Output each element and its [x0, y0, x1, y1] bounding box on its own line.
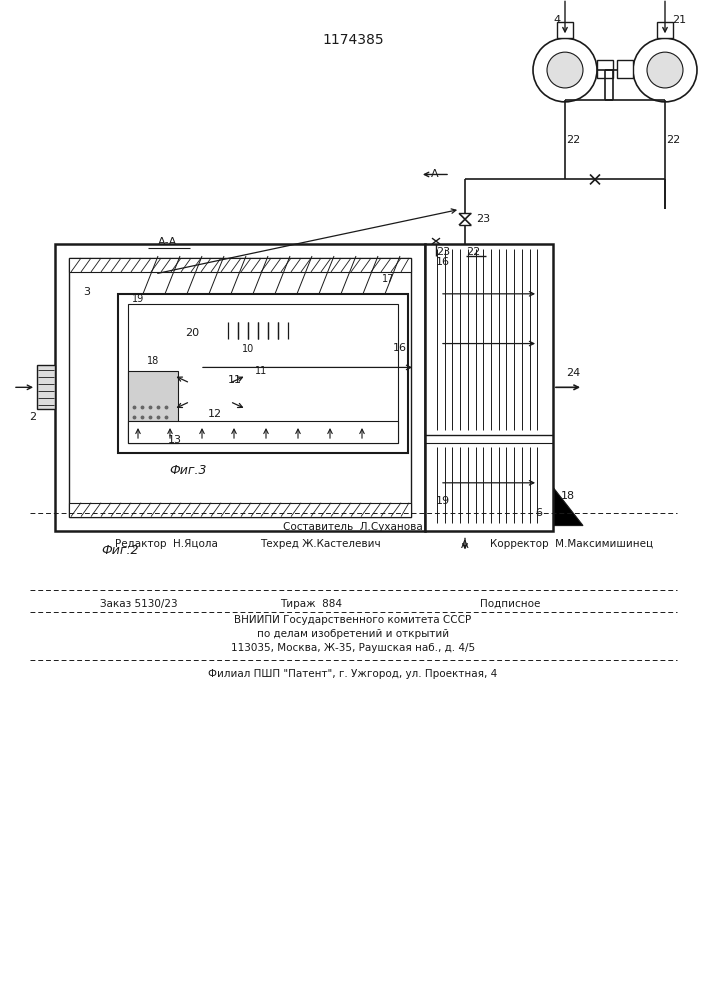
- Circle shape: [533, 38, 597, 102]
- Circle shape: [422, 356, 428, 362]
- Bar: [37, 365, 55, 409]
- Text: A: A: [461, 540, 469, 550]
- Circle shape: [633, 38, 697, 102]
- Text: 10: 10: [242, 344, 254, 354]
- Text: 18: 18: [147, 356, 159, 366]
- Text: 4: 4: [554, 15, 561, 25]
- Text: 12: 12: [208, 409, 222, 419]
- Text: Филиал ПШП "Патент", г. Ужгород, ул. Проектная, 4: Филиал ПШП "Патент", г. Ужгород, ул. Про…: [209, 669, 498, 679]
- Text: 3: 3: [83, 287, 90, 297]
- Bar: [69, 258, 411, 272]
- Text: 16: 16: [393, 343, 407, 353]
- Bar: [69, 503, 411, 517]
- Text: Заказ 5130/23: Заказ 5130/23: [100, 599, 177, 609]
- Text: 21: 21: [672, 15, 686, 25]
- Text: по делам изобретений и открытий: по делам изобретений и открытий: [257, 629, 449, 639]
- Bar: [118, 294, 408, 453]
- Circle shape: [178, 360, 242, 424]
- Text: 19: 19: [132, 294, 144, 304]
- Bar: [55, 244, 425, 531]
- Circle shape: [422, 299, 428, 305]
- Text: Корректор  М.Максимишинец: Корректор М.Максимишинец: [490, 539, 653, 549]
- Text: 2: 2: [30, 412, 37, 422]
- Circle shape: [207, 389, 213, 395]
- Text: 23: 23: [436, 247, 450, 257]
- Text: 11: 11: [228, 375, 242, 385]
- Text: Техред Ж.Кастелевич: Техред Ж.Кастелевич: [260, 539, 380, 549]
- Bar: [557, 22, 573, 38]
- Text: 11: 11: [255, 366, 267, 376]
- Bar: [425, 244, 553, 531]
- Circle shape: [422, 471, 428, 477]
- Text: 19: 19: [436, 496, 450, 506]
- Text: 18: 18: [561, 491, 575, 501]
- Bar: [128, 421, 398, 443]
- Text: 13: 13: [168, 435, 182, 445]
- Bar: [128, 304, 398, 443]
- Text: А-А: А-А: [158, 237, 177, 247]
- Circle shape: [547, 52, 583, 88]
- Text: 23: 23: [476, 214, 490, 224]
- Polygon shape: [548, 481, 583, 526]
- Circle shape: [647, 52, 683, 88]
- Text: 22: 22: [566, 135, 580, 145]
- Text: 24: 24: [566, 368, 580, 378]
- Bar: [597, 60, 613, 78]
- Bar: [128, 371, 178, 443]
- Polygon shape: [128, 254, 428, 294]
- Text: 1174385: 1174385: [322, 33, 384, 47]
- Text: Подписное: Подписное: [480, 599, 540, 609]
- Text: 6: 6: [535, 508, 542, 518]
- Text: 113035, Москва, Ж-35, Раушская наб., д. 4/5: 113035, Москва, Ж-35, Раушская наб., д. …: [231, 643, 475, 653]
- Text: ВНИИПИ Государственного комитета СССР: ВНИИПИ Государственного комитета СССР: [235, 615, 472, 625]
- Polygon shape: [203, 339, 303, 393]
- Bar: [657, 22, 673, 38]
- Text: 16: 16: [436, 257, 450, 267]
- Text: Составитель  Л.Суханова: Составитель Л.Суханова: [283, 522, 423, 532]
- Circle shape: [243, 371, 263, 391]
- Text: 17: 17: [382, 274, 395, 284]
- Text: 22: 22: [466, 247, 480, 257]
- Bar: [69, 258, 411, 517]
- Text: Редактор  Н.Яцола: Редактор Н.Яцола: [115, 539, 218, 549]
- Circle shape: [192, 374, 228, 410]
- Circle shape: [422, 413, 428, 419]
- Text: Фиг.2: Фиг.2: [101, 544, 139, 557]
- Text: Тираж  884: Тираж 884: [280, 599, 342, 609]
- Bar: [617, 60, 633, 78]
- Text: A: A: [431, 169, 439, 179]
- Text: Фиг.3: Фиг.3: [169, 464, 206, 477]
- Text: 20: 20: [185, 328, 199, 338]
- Text: 22: 22: [666, 135, 680, 145]
- Circle shape: [249, 377, 257, 385]
